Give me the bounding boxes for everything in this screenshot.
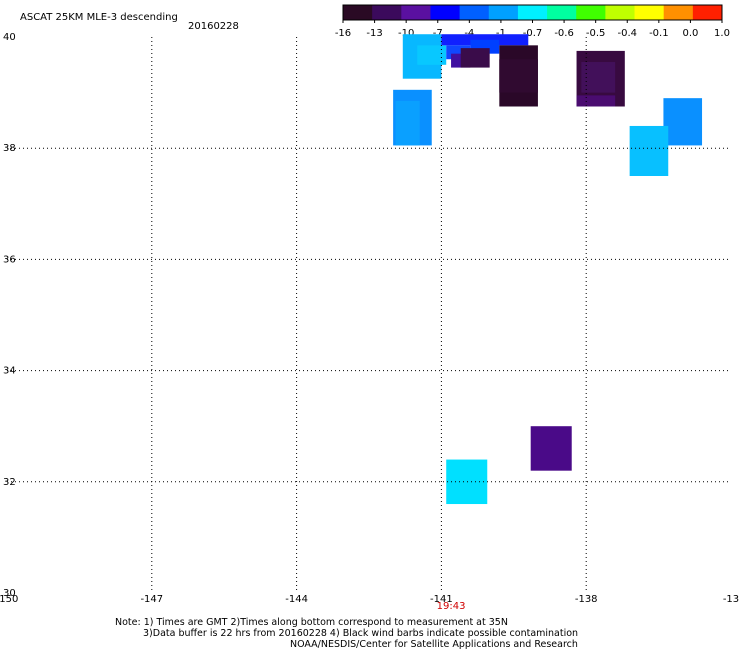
colorbar-segment (372, 5, 402, 20)
colorbar-label: -10 (398, 28, 414, 39)
colorbar-label: -16 (335, 28, 351, 39)
data-cell (629, 125, 669, 176)
colorbar-label: 0.0 (682, 28, 698, 39)
data-cell (581, 62, 616, 93)
colorbar-segment (576, 5, 606, 20)
data-cell (417, 45, 447, 65)
colorbar (342, 4, 723, 21)
colorbar-segment (401, 5, 431, 20)
footer-note-3: NOAA/NESDIS/Center for Satellite Applica… (290, 639, 578, 650)
colorbar-label: -0.6 (554, 28, 574, 39)
colorbar-segment (343, 5, 373, 20)
x-tick-label: -141 (430, 594, 453, 605)
colorbar-labels: -16 -13 -10 -7 -4 -1 -0.7 -0.6 -0.5 -0.4 -0.1 0.0 1.… (335, 20, 730, 39)
y-tick-label: 34 (3, 366, 16, 377)
colorbar-label: -0.4 (617, 28, 637, 39)
y-tick-label: 30 (3, 588, 16, 599)
colorbar-label: -1 (496, 28, 506, 39)
footer-note-2: 3)Data buffer is 22 hrs from 20160228 4)… (143, 628, 578, 639)
colorbar-segment (547, 5, 577, 20)
colorbar-label: -13 (366, 28, 382, 39)
data-cell (395, 100, 420, 146)
data-cell (576, 95, 616, 107)
axis-ticks: -150 -147 -144 -141 -138 -13 30 32 34 36 38 40 (0, 32, 739, 605)
product-date: 20160228 (188, 21, 239, 32)
colorbar-label: -0.5 (586, 28, 606, 39)
data-cell (530, 426, 572, 471)
product-title: ASCAT 25KM MLE-3 descending (20, 12, 178, 23)
time-labels: 19:43 (437, 601, 466, 612)
colorbar-segment (605, 5, 636, 20)
data-cell (663, 98, 703, 146)
y-tick-label: 32 (3, 477, 16, 488)
colorbar-segment (663, 5, 694, 20)
colorbar-segment (430, 5, 461, 20)
x-tick-label: -138 (575, 594, 598, 605)
footer-note-1: Note: 1) Times are GMT 2)Times along bot… (115, 617, 508, 628)
x-tick-label: -13 (723, 594, 739, 605)
colorbar-label: -0.1 (649, 28, 669, 39)
data-cell (499, 59, 538, 93)
colorbar-label: -7 (433, 28, 443, 39)
data-cell (460, 48, 490, 68)
colorbar-segment (692, 5, 723, 20)
y-tick-label: 36 (3, 254, 16, 265)
colorbar-label: -4 (464, 28, 474, 39)
colorbar-segment (459, 5, 490, 20)
data-cells (393, 34, 703, 505)
colorbar-label: -0.7 (523, 28, 543, 39)
colorbar-segment (488, 5, 519, 20)
x-tick-label: -144 (285, 594, 308, 605)
colorbar-segment (634, 5, 665, 20)
x-tick-label: -147 (140, 594, 163, 605)
data-cell (446, 459, 488, 505)
time-label: 19:43 (437, 601, 466, 612)
y-tick-label: 40 (3, 32, 16, 43)
colorbar-segment (517, 5, 548, 20)
graticule (7, 37, 731, 593)
colorbar-label: 1.0 (714, 28, 730, 39)
x-tick-label: -150 (0, 594, 18, 605)
y-tick-label: 38 (3, 143, 16, 154)
